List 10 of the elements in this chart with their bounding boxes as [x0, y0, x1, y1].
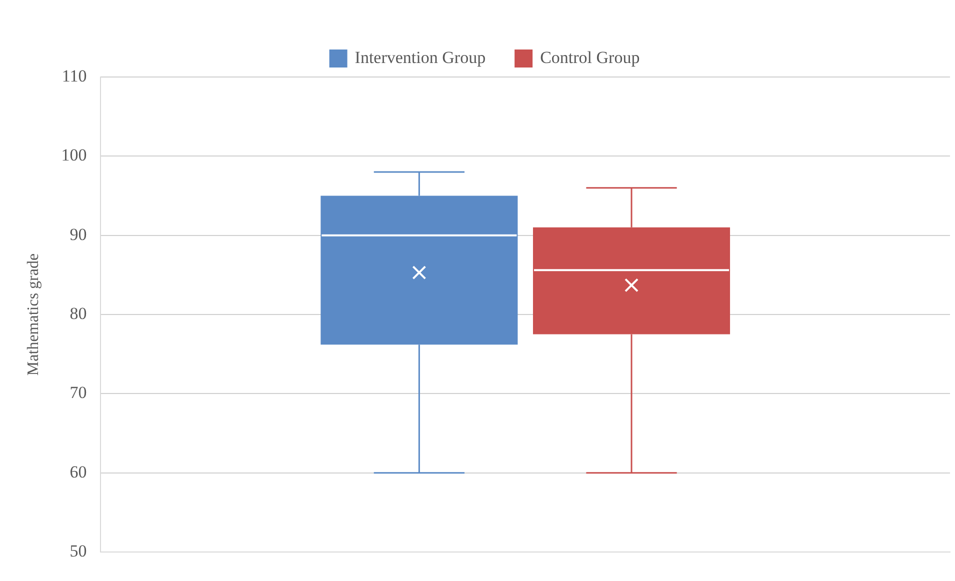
- y-tick-label: 80: [70, 304, 87, 323]
- y-tick-label: 60: [70, 462, 87, 482]
- y-axis-title: Mathematics grade: [24, 253, 42, 376]
- y-tick-label: 100: [61, 146, 87, 165]
- legend-label: Control Group: [540, 48, 640, 67]
- legend-label: Intervention Group: [354, 48, 486, 67]
- y-tick-label: 70: [70, 383, 87, 402]
- y-tick-label: 110: [62, 66, 87, 86]
- y-tick-label: 50: [70, 541, 87, 560]
- y-tick-label: 90: [70, 224, 87, 244]
